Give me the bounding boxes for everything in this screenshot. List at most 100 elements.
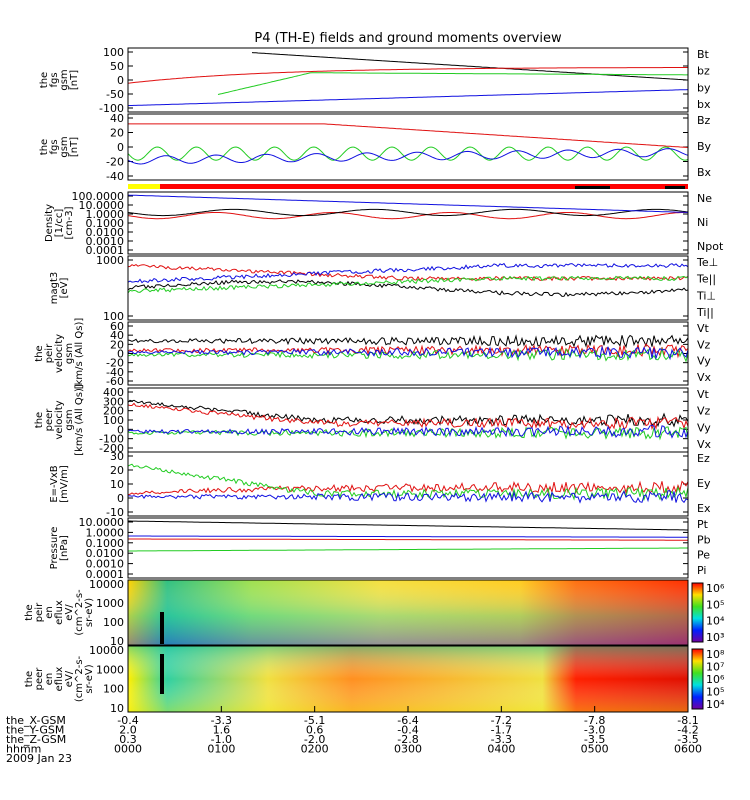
ytick-label: 0.0001: [86, 244, 125, 257]
quality-flag-black: [575, 186, 610, 189]
legend-bz: bz: [697, 65, 710, 78]
ylabel-line: eflux: [54, 600, 65, 625]
time-row-value: -2.8: [397, 733, 418, 746]
ytick-label: -50: [106, 88, 124, 101]
series-line: [127, 279, 689, 297]
spectrogram-shading: [128, 646, 688, 712]
time-row-label: hhmm: [6, 743, 41, 756]
ylabel-line: [nT]: [69, 70, 80, 90]
time-axis: the_X-GSM -0.4 -3.3 -5.1 -6.4 -7.2 -7.8 -8.1 the…: [6, 706, 702, 765]
ytick-label: 0.0010: [86, 235, 125, 248]
ytick-label: 100: [103, 310, 124, 323]
ytick-label: 20: [110, 127, 124, 140]
ylabel-line: (cm^2-s-: [74, 589, 85, 636]
ylabel-line: peer: [34, 667, 45, 691]
ytick-label: 0: [117, 141, 124, 154]
series-line: [127, 490, 689, 504]
series-line: [127, 212, 688, 220]
ylabel-line: the: [34, 412, 45, 428]
legend-by: by: [697, 81, 711, 94]
time-row-value: -0.4: [397, 724, 418, 737]
time-row-value: -4.2: [677, 724, 698, 737]
time-row-value: 0000: [114, 743, 142, 756]
ytick-label: 0.0100: [86, 547, 125, 560]
ylabel-line: en: [44, 606, 55, 619]
ytick-label: 30: [110, 450, 124, 463]
time-row-value: 1.6: [213, 724, 231, 737]
ytick-label: -60: [106, 375, 124, 388]
ylabel-line: eV/: [64, 670, 75, 687]
spectrogram-shading: [128, 580, 688, 645]
ytick-label: 40: [110, 329, 124, 342]
ylabel-line: peir: [44, 343, 55, 363]
time-row-value: -2.0: [304, 733, 325, 746]
ylabel-line: peir: [34, 602, 45, 622]
ytick-label: 0.0100: [86, 226, 125, 239]
series-line: [127, 463, 689, 502]
series-line: [127, 89, 689, 107]
ylabel-line: [eV]: [59, 278, 70, 299]
ylabel-line: velocity: [54, 400, 65, 439]
ylabel-line: gsm: [59, 136, 70, 157]
series-line: [217, 72, 688, 95]
legend-Te||: Te||: [696, 273, 716, 286]
ytick-label: 100: [103, 616, 124, 629]
ytick-label: 10: [110, 478, 124, 491]
ytick-label: -40: [106, 366, 124, 379]
ytick-label: 40: [110, 112, 124, 125]
ytick-label: 0: [117, 492, 124, 505]
panel-frame: [127, 451, 689, 517]
panel-frame: [127, 255, 689, 321]
data-gap: [160, 654, 164, 694]
legend-Vx: Vx: [697, 438, 712, 451]
colorbar-label: 10⁵: [706, 686, 724, 699]
series-line: [127, 402, 689, 431]
colorbar-label: 10⁵: [706, 598, 724, 611]
ytick-label: 1000: [96, 663, 124, 676]
time-row-value: -0.4: [117, 714, 138, 727]
ylabel-line: eflux: [54, 667, 65, 692]
series-line: [127, 275, 689, 294]
ylabel-line: Pressure: [49, 527, 60, 570]
legend-Ti⊥: Ti⊥: [696, 289, 716, 302]
panel-frame: [127, 517, 689, 579]
series-line: [127, 67, 688, 84]
ytick-label: -40: [106, 170, 124, 183]
panel-frame: [127, 113, 689, 181]
time-row-value: -3.0: [584, 724, 605, 737]
panel-10: the peer en eflux eV/(cm^2-s-sr-eV) 10000 1000…: [24, 644, 725, 715]
time-row-value: -3.5: [584, 733, 605, 746]
ylabel-line: sr-eV): [84, 598, 95, 627]
ylabel-line: gsm: [64, 409, 75, 430]
ytick-label: 0: [117, 348, 124, 361]
ylabel-line: the: [24, 604, 35, 620]
ytick-label: 10.0000: [79, 199, 125, 212]
ytick-label: 10000: [89, 578, 124, 591]
legend-Vt: Vt: [697, 388, 710, 401]
time-row-value: 0500: [581, 743, 609, 756]
colorbar-label: 10³: [706, 631, 724, 644]
ylabel-line: (cm^2-s-: [74, 655, 85, 702]
legend-Ni: Ni: [697, 216, 708, 229]
time-row-value: 0400: [487, 743, 515, 756]
time-row-value: 0300: [394, 743, 422, 756]
ylabel-line: sr-eV): [84, 664, 95, 693]
figure-title: P4 (TH-E) fields and ground moments over…: [254, 31, 562, 46]
time-row-value: -6.4: [397, 714, 418, 727]
quality-flag-red: [160, 184, 688, 189]
ytick-label: 0.1000: [86, 217, 125, 230]
colorbar: [691, 648, 704, 710]
series-line: [251, 52, 689, 81]
ytick-label: 100: [103, 414, 124, 427]
ylabel-line: velocity: [54, 334, 65, 373]
time-row-value: -5.1: [304, 714, 325, 727]
panel-4: magt3 [eV] 1000 100 Te⊥ Te|| Ti⊥ Ti||: [49, 254, 718, 323]
time-row-value: -3.3: [491, 733, 512, 746]
colorbar-label: 10⁸: [706, 648, 725, 661]
series-line: [127, 146, 689, 161]
panel-frame: [127, 321, 689, 386]
legend-Te⊥: Te⊥: [696, 256, 718, 269]
quality-flag-yellow: [128, 184, 160, 189]
